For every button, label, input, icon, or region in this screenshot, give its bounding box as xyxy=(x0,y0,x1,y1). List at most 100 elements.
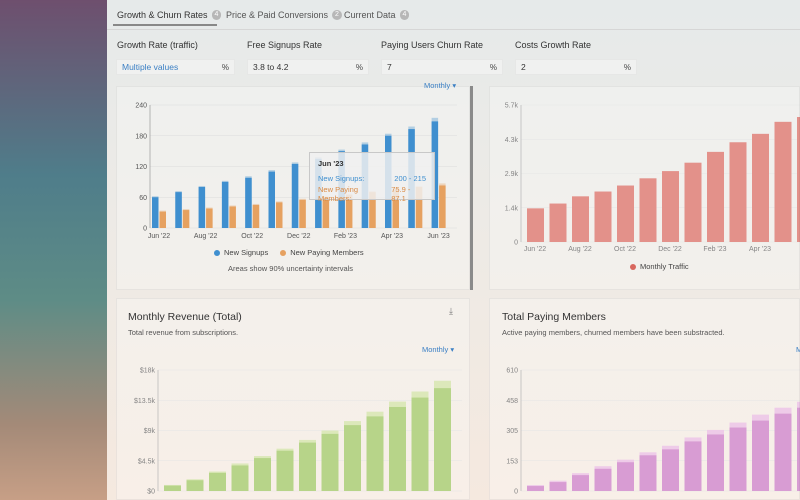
revenue-title: Monthly Revenue (Total) xyxy=(128,311,242,323)
members-bar xyxy=(774,413,792,491)
signups-bar xyxy=(198,187,206,228)
signups-legend-swatch xyxy=(214,249,220,256)
tab-price-paid[interactable]: Price & Paid Conversions 2 xyxy=(226,10,342,20)
y-tick-label: 60 xyxy=(139,195,147,202)
signups-legend: New Signups New Paying Members xyxy=(214,248,364,257)
revenue-bar xyxy=(321,433,339,491)
traffic-bar xyxy=(572,196,589,242)
y-tick-label: 153 xyxy=(506,458,518,465)
paying-members-bar xyxy=(206,208,213,228)
y-tick-label: $4.5k xyxy=(138,458,156,465)
paying-members-bar xyxy=(299,199,306,228)
paying-members-bar xyxy=(322,197,330,228)
members-bar xyxy=(527,486,544,491)
traffic-bar xyxy=(774,121,792,242)
members-bar xyxy=(572,475,589,491)
signups-bar xyxy=(152,197,159,228)
revenue-subtitle: Total revenue from subscriptions. xyxy=(128,328,239,337)
tooltip-row-paying: New Paying Members: 75.9 - 87.1 xyxy=(318,185,426,203)
app-window: Growth & Churn Rates 4 Price & Paid Conve… xyxy=(107,0,800,500)
costs-growth-input[interactable]: 2% xyxy=(515,59,637,75)
tab-bar: Growth & Churn Rates 4 Price & Paid Conve… xyxy=(107,0,800,30)
y-tick-label: 0 xyxy=(514,489,518,496)
y-tick-label: 240 xyxy=(135,103,147,110)
tab-count-badge: 4 xyxy=(211,10,222,20)
chart-tooltip: Jun '23 New Signups: 200 - 215 New Paying… xyxy=(309,152,435,203)
input-value: 3.8 to 4.2 xyxy=(253,62,289,72)
members-bar xyxy=(707,434,724,491)
traffic-legend: Monthly Traffic xyxy=(630,262,689,271)
input-value: Multiple values xyxy=(122,62,179,72)
revenue-period-select[interactable]: Monthly ▾ xyxy=(422,345,455,354)
members-bar xyxy=(729,427,747,491)
signups-bar xyxy=(175,192,182,228)
revenue-panel xyxy=(116,298,470,500)
y-tick-label: 610 xyxy=(506,368,518,375)
period-label: Monthly xyxy=(422,345,449,354)
paying-members-bar xyxy=(345,194,353,228)
y-tick-label: $18k xyxy=(140,368,156,375)
paying-members-bar xyxy=(392,189,399,228)
traffic-bar xyxy=(639,178,657,242)
legend-new-signups: New Signups xyxy=(224,248,269,257)
percent-unit: % xyxy=(489,62,497,72)
traffic-panel xyxy=(489,86,800,290)
churn-rate-input[interactable]: 7% xyxy=(381,59,503,75)
tooltip-value: 200 - 215 xyxy=(394,174,426,183)
legend-new-paying-members: New Paying Members xyxy=(290,248,364,257)
members-period-select[interactable]: M xyxy=(796,345,800,354)
tab-growth-churn[interactable]: Growth & Churn Rates 4 xyxy=(117,10,222,20)
paying-members-bar xyxy=(369,192,376,228)
signups-bar xyxy=(291,163,299,228)
traffic-legend-swatch xyxy=(630,263,636,270)
x-tick-label: Dec '22 xyxy=(658,246,682,253)
paying-members-bar xyxy=(159,211,166,228)
legend-monthly-traffic: Monthly Traffic xyxy=(640,262,689,271)
percent-unit: % xyxy=(355,62,363,72)
members-bar xyxy=(662,449,679,491)
members-bar xyxy=(639,455,657,491)
members-title: Total Paying Members xyxy=(502,311,606,323)
paying-members-bar xyxy=(252,204,260,228)
download-icon[interactable]: ⤓ xyxy=(449,306,453,316)
traffic-bar xyxy=(549,203,567,242)
traffic-bar xyxy=(797,117,800,242)
revenue-bar xyxy=(434,388,451,491)
traffic-bar xyxy=(527,208,544,242)
x-tick-label: Feb '23 xyxy=(334,233,357,240)
growth-rate-input[interactable]: Multiple values% xyxy=(116,59,235,75)
paying-members-bar xyxy=(439,185,446,228)
x-tick-label: Jun '22 xyxy=(524,246,546,253)
tab-current-data[interactable]: Current Data 4 xyxy=(344,10,410,20)
x-tick-label: Aug '22 xyxy=(568,246,592,253)
y-tick-label: $0 xyxy=(147,489,155,496)
members-panel xyxy=(489,298,800,500)
free-signups-input[interactable]: 3.8 to 4.2% xyxy=(247,59,369,75)
x-tick-label: Dec '22 xyxy=(287,233,311,240)
x-tick-label: Jun '22 xyxy=(148,233,170,240)
input-value: 2 xyxy=(521,62,526,72)
percent-unit: % xyxy=(221,62,229,72)
tooltip-label: New Signups: xyxy=(318,174,365,183)
signups-period-select[interactable]: Monthly ▾ xyxy=(424,81,457,90)
y-tick-label: 458 xyxy=(506,398,518,405)
traffic-bar xyxy=(729,142,747,242)
costs-growth-label: Costs Growth Rate xyxy=(515,40,592,50)
members-bar xyxy=(549,482,567,491)
paying-members-bar xyxy=(229,206,236,228)
paying-members-bar xyxy=(182,210,190,228)
members-subtitle: Active paying members, churned members h… xyxy=(502,328,725,337)
tooltip-value: 75.9 - 87.1 xyxy=(391,185,411,203)
y-tick-label: 1.4k xyxy=(505,205,519,212)
x-tick-label: Aug '22 xyxy=(194,233,218,240)
tooltip-title: Jun '23 xyxy=(318,159,344,168)
percent-unit: % xyxy=(623,62,631,72)
revenue-bar xyxy=(411,397,429,491)
panel-divider[interactable] xyxy=(470,86,473,290)
y-tick-label: $9k xyxy=(144,428,156,435)
revenue-bar xyxy=(299,442,316,491)
paying-legend-swatch xyxy=(280,249,287,256)
y-tick-label: 0 xyxy=(143,226,147,233)
churn-rate-label: Paying Users Churn Rate xyxy=(381,40,484,50)
members-bar xyxy=(797,407,800,491)
